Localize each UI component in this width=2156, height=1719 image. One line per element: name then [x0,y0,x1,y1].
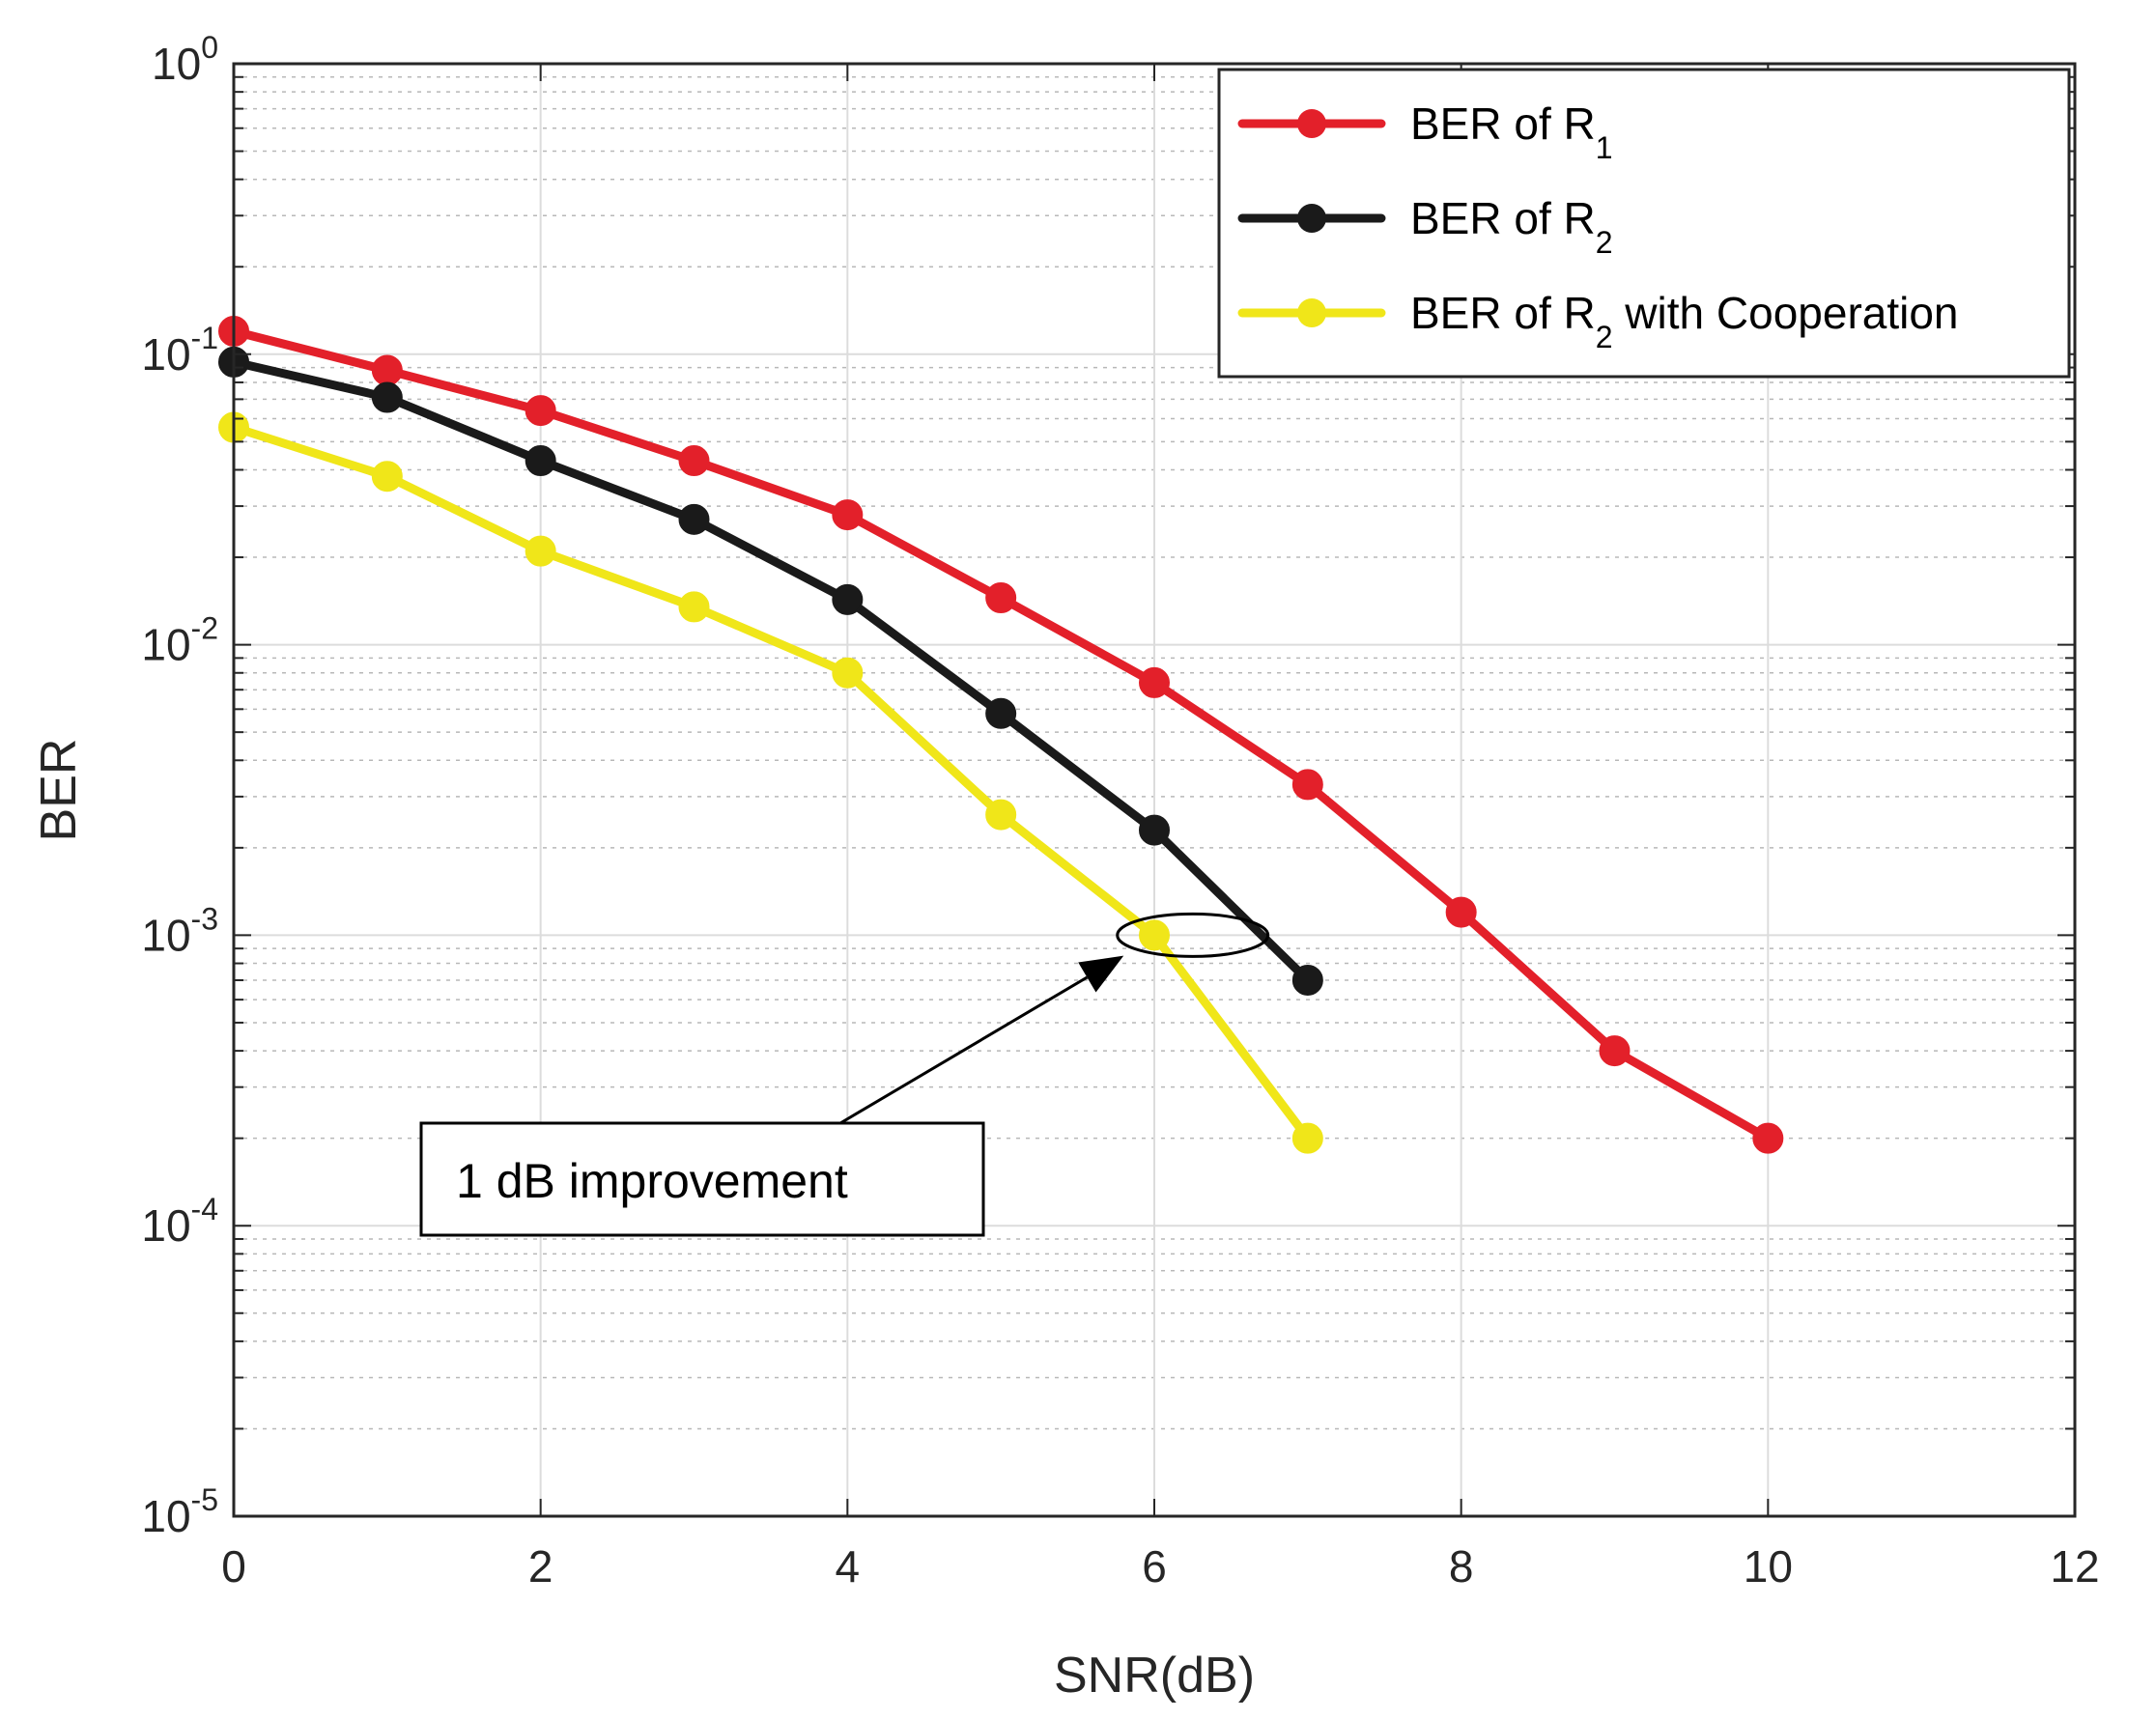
data-point [985,582,1017,614]
legend-marker [1297,109,1326,138]
data-point [985,799,1017,831]
series-1 [218,315,1784,1154]
annotation: 1 dB improvement [419,912,1270,1237]
annotation-arrow-head [1078,955,1124,993]
x-axis-label: SNR(dB) [1054,1648,1255,1704]
legend-label: BER of R2 with Cooperation [1410,288,1959,354]
x-tick-label: 2 [528,1541,553,1592]
data-point [1139,666,1170,698]
series-line [229,423,1313,1143]
data-point [1752,1122,1784,1154]
data-point [832,499,864,531]
series-line [229,357,1313,985]
y-axis-ticks: 100 10-1 10-2 10-3 10-4 10-5 [141,30,218,1541]
data-point [1139,814,1170,846]
data-point [1291,769,1323,801]
data-point [525,445,556,477]
legend-entry-2: BER of R2 [1237,193,1613,260]
y-tick-label: 10-4 [141,1192,218,1251]
annotation-box [419,1121,985,1237]
y-axis-label: BER [31,739,87,842]
legend-marker [1297,204,1326,233]
x-tick-label: 12 [2050,1541,2099,1592]
data-point [678,503,710,535]
data-point [525,535,556,567]
data-point [1291,1122,1323,1154]
data-point [371,381,403,413]
y-tick-label: 10-2 [141,611,218,670]
data-point [985,697,1017,729]
legend-marker [1297,298,1326,327]
annotation-text: 1 dB improvement [456,1154,848,1208]
y-tick-label: 10-1 [141,321,218,380]
data-point [832,583,864,615]
legend-entry-3: BER of R2 with Cooperation [1237,288,1959,354]
x-tick-label: 4 [836,1541,861,1592]
legend: BER of R1 BER of R2 BER of R2 with Coopera… [1217,68,2071,379]
y-tick-label: 100 [152,30,218,89]
data-point [371,461,403,493]
data-point [371,354,403,386]
legend-entry-1: BER of R1 [1237,99,1613,165]
highlight-ellipse [1116,912,1270,958]
data-point [1445,896,1477,928]
x-tick-label: 6 [1142,1541,1167,1592]
x-tick-label: 8 [1449,1541,1474,1592]
data-series [218,315,1784,1154]
x-axis-ticks: 0 2 4 6 8 10 12 [221,1541,2099,1592]
data-point [1291,964,1323,996]
y-tick-label: 10-5 [141,1482,218,1541]
data-point [678,591,710,623]
data-point [525,395,556,427]
legend-label: BER of R2 [1410,193,1613,260]
data-point [832,657,864,689]
legend-label: BER of R1 [1410,99,1613,165]
y-tick-label: 10-3 [141,901,218,960]
x-tick-label: 10 [1744,1541,1793,1592]
x-tick-label: 0 [221,1541,246,1592]
data-point [1599,1035,1631,1067]
data-point [678,445,710,477]
data-point [1139,919,1170,951]
annotation-arrow-line [839,975,1089,1125]
